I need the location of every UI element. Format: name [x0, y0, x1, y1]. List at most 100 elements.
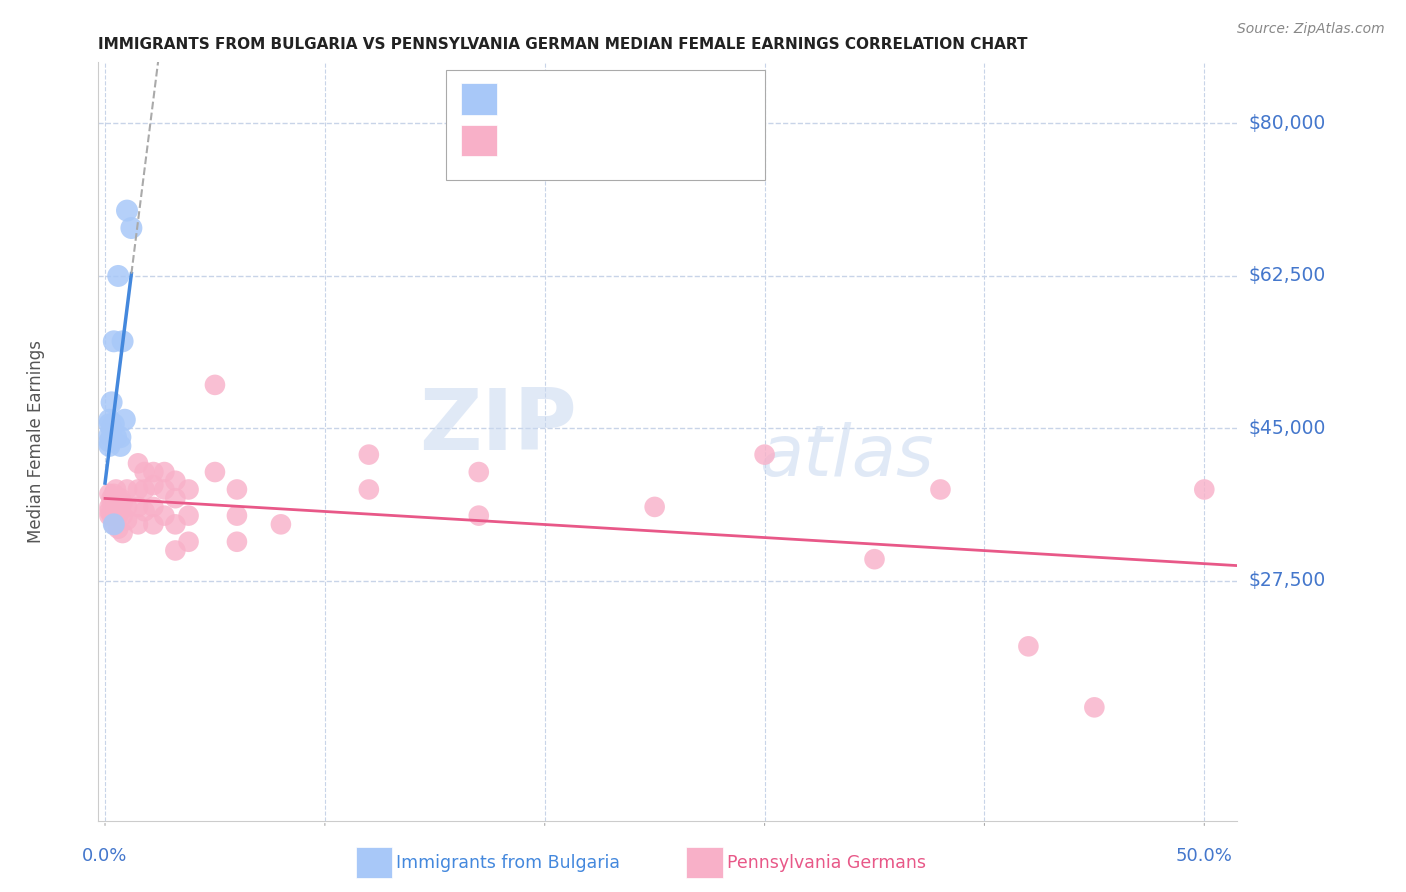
Point: [110, 491, 132, 506]
Point: [226, 483, 249, 497]
Point: [468, 508, 491, 523]
Point: [127, 456, 149, 470]
Text: $27,500: $27,500: [1249, 572, 1326, 591]
Point: [165, 491, 187, 506]
Point: [111, 334, 134, 349]
Point: [115, 500, 138, 514]
Point: [103, 500, 125, 514]
Point: [100, 495, 122, 509]
Point: [98, 439, 121, 453]
Point: [204, 377, 226, 392]
Point: [644, 500, 666, 514]
Text: R =  0.420   N = 19: R = 0.420 N = 19: [512, 91, 696, 110]
Point: [863, 552, 886, 566]
Point: [115, 513, 138, 527]
Text: ZIP: ZIP: [419, 384, 576, 468]
Text: R = -0.257   N = 61: R = -0.257 N = 61: [512, 133, 697, 151]
Text: Pennsylvania Germans: Pennsylvania Germans: [727, 854, 927, 871]
Point: [929, 483, 952, 497]
FancyBboxPatch shape: [446, 70, 765, 180]
Point: [107, 268, 129, 283]
Point: [103, 487, 125, 501]
Point: [100, 508, 122, 523]
Point: [134, 504, 156, 518]
Point: [105, 500, 128, 514]
Point: [142, 465, 165, 479]
Point: [127, 517, 149, 532]
Point: [105, 483, 128, 497]
Point: [142, 500, 165, 514]
Point: [127, 483, 149, 497]
Point: [204, 465, 226, 479]
Point: [98, 434, 121, 449]
Point: [103, 508, 125, 523]
Point: [115, 483, 138, 497]
Point: [468, 465, 491, 479]
Point: [153, 465, 176, 479]
Text: atlas: atlas: [759, 422, 934, 491]
Text: $80,000: $80,000: [1249, 114, 1326, 133]
Point: [357, 483, 380, 497]
Point: [142, 517, 165, 532]
Point: [165, 474, 187, 488]
Point: [153, 508, 176, 523]
Point: [105, 430, 128, 444]
Point: [107, 491, 129, 506]
Point: [98, 508, 121, 523]
Point: [754, 448, 776, 462]
Point: [111, 508, 134, 523]
Point: [103, 334, 125, 349]
Point: [111, 526, 134, 541]
Point: [1083, 700, 1105, 714]
Point: [107, 508, 129, 523]
Point: [114, 413, 136, 427]
Point: [226, 508, 249, 523]
Point: [111, 495, 134, 509]
Point: [100, 430, 122, 444]
Point: [177, 508, 200, 523]
Point: [107, 495, 129, 509]
Point: [134, 483, 156, 497]
Point: [177, 483, 200, 497]
Point: [98, 504, 121, 518]
Point: [98, 487, 121, 501]
Point: [165, 543, 187, 558]
FancyBboxPatch shape: [461, 83, 498, 115]
Text: $62,500: $62,500: [1249, 267, 1326, 285]
Point: [110, 504, 132, 518]
Point: [98, 500, 121, 514]
Point: [103, 517, 125, 532]
Point: [110, 439, 132, 453]
Point: [100, 395, 122, 409]
Point: [107, 522, 129, 536]
Point: [1194, 483, 1216, 497]
Text: 50.0%: 50.0%: [1175, 847, 1233, 865]
Text: $45,000: $45,000: [1249, 419, 1326, 438]
Point: [1017, 640, 1039, 654]
Point: [110, 430, 132, 444]
Point: [142, 478, 165, 492]
Point: [115, 203, 138, 218]
Point: [127, 500, 149, 514]
Point: [357, 448, 380, 462]
Point: [98, 428, 121, 442]
Point: [98, 413, 121, 427]
FancyBboxPatch shape: [461, 125, 498, 156]
Text: IMMIGRANTS FROM BULGARIA VS PENNSYLVANIA GERMAN MEDIAN FEMALE EARNINGS CORRELATI: IMMIGRANTS FROM BULGARIA VS PENNSYLVANIA…: [98, 37, 1028, 52]
Text: Median Female Earnings: Median Female Earnings: [27, 340, 45, 543]
Point: [100, 421, 122, 435]
Point: [177, 534, 200, 549]
Point: [134, 465, 156, 479]
Point: [270, 517, 292, 532]
Point: [120, 221, 142, 235]
Point: [226, 534, 249, 549]
Point: [103, 517, 125, 532]
Point: [105, 508, 128, 523]
Point: [103, 417, 125, 431]
Point: [165, 517, 187, 532]
Text: 0.0%: 0.0%: [83, 847, 128, 865]
Point: [98, 417, 121, 431]
Point: [100, 491, 122, 506]
Point: [153, 483, 176, 497]
Text: Source: ZipAtlas.com: Source: ZipAtlas.com: [1237, 22, 1385, 37]
